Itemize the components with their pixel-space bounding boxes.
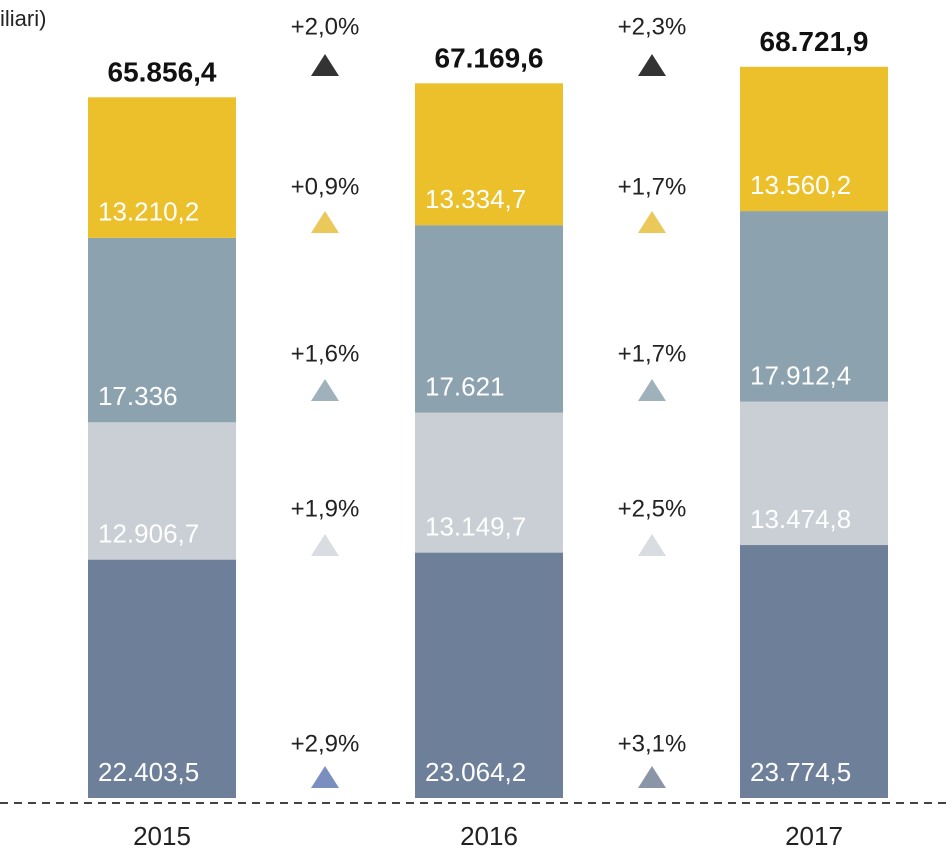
- bar-segment: [740, 545, 888, 798]
- bar-segment: [415, 552, 563, 798]
- bar-segment: [415, 83, 563, 226]
- growth-label: +3,1%: [618, 730, 687, 757]
- growth-label: +1,6%: [291, 340, 360, 367]
- value-label: 17.912,4: [750, 361, 851, 391]
- x-tick-label: 2015: [133, 821, 191, 851]
- value-label: 17.621: [425, 372, 505, 402]
- total-label: 65.856,4: [108, 57, 217, 88]
- growth-label: +2,9%: [291, 730, 360, 757]
- growth-arrow: [311, 211, 339, 233]
- value-label: 13.474,8: [750, 504, 851, 534]
- value-label: 12.906,7: [98, 519, 199, 549]
- total-label: 67.169,6: [435, 43, 544, 74]
- value-label: 13.210,2: [98, 197, 199, 227]
- total-label: 68.721,9: [760, 26, 869, 57]
- growth-label: +1,7%: [618, 340, 687, 367]
- growth-arrow: [638, 534, 666, 556]
- bar-segment: [88, 237, 236, 423]
- bar-segment: [88, 422, 236, 560]
- growth-arrow: [638, 54, 666, 76]
- growth-label: +0,9%: [291, 173, 360, 200]
- growth-label: +2,5%: [618, 495, 687, 522]
- growth-label: +1,9%: [291, 495, 360, 522]
- bar-segment: [740, 66, 888, 212]
- growth-label: +1,7%: [618, 173, 687, 200]
- growth-arrow: [311, 379, 339, 401]
- value-label: 23.774,5: [750, 757, 851, 787]
- growth-arrow: [638, 766, 666, 788]
- growth-label: +2,3%: [618, 13, 687, 40]
- subtitle: iliari): [0, 6, 46, 31]
- growth-arrow: [638, 211, 666, 233]
- growth-arrow: [311, 534, 339, 556]
- growth-arrow: [311, 766, 339, 788]
- growth-label: +2,0%: [291, 13, 360, 40]
- x-tick-label: 2016: [460, 821, 518, 851]
- value-label: 13.560,2: [750, 170, 851, 200]
- bar-segment: [740, 401, 888, 546]
- bar-segment: [88, 97, 236, 238]
- bar-segment: [740, 211, 888, 402]
- value-label: 22.403,5: [98, 757, 199, 787]
- bar-segment: [415, 412, 563, 553]
- bar-segment: [88, 559, 236, 798]
- value-label: 13.149,7: [425, 511, 526, 541]
- x-tick-label: 2017: [785, 821, 843, 851]
- growth-arrow: [311, 54, 339, 76]
- growth-arrow: [638, 379, 666, 401]
- value-label: 13.334,7: [425, 184, 526, 214]
- bar-segment: [415, 225, 563, 413]
- value-label: 23.064,2: [425, 757, 526, 787]
- value-label: 17.336: [98, 381, 178, 411]
